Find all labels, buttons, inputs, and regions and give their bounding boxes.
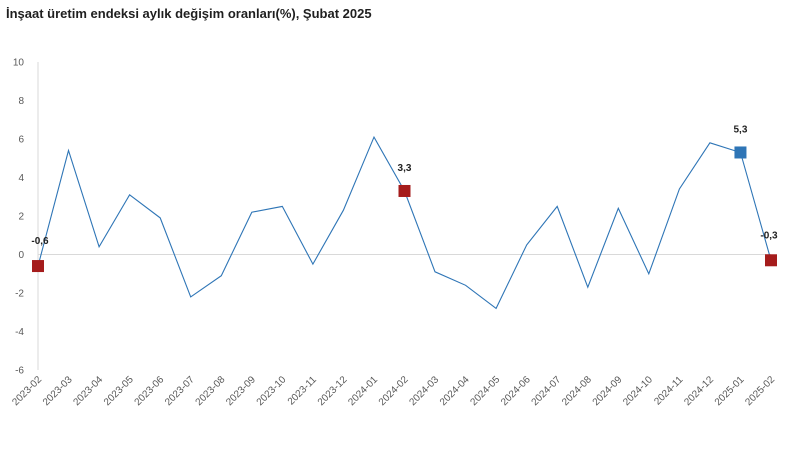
x-tick-label: 2024-11 (652, 374, 686, 408)
highlight-markers (32, 146, 777, 273)
y-tick-label: -6 (15, 366, 24, 377)
x-tick-label: 2024-12 (682, 374, 716, 408)
x-tick-label: 2023-05 (102, 374, 136, 408)
y-tick-label: -4 (15, 327, 24, 338)
chart-title: İnşaat üretim endeksi aylık değişim oran… (6, 6, 372, 21)
y-tick-label: 0 (18, 250, 24, 261)
y-tick-label: 4 (18, 173, 24, 184)
x-tick-label: 2024-08 (560, 374, 594, 408)
y-tick-label: 6 (18, 135, 24, 146)
x-tick-label: 2023-11 (286, 374, 320, 408)
highlight-marker (398, 184, 411, 197)
x-tick-label: 2024-02 (377, 374, 411, 408)
x-tick-label: 2024-04 (438, 374, 472, 408)
y-tick-labels: -6 -4 -2 0 2 4 6 8 10 (13, 58, 25, 377)
y-tick-label: 2 (18, 212, 24, 223)
highlight-marker (32, 260, 44, 273)
x-tick-label: 2023-12 (316, 374, 350, 408)
y-tick-label: 8 (18, 96, 24, 107)
x-tick-label: 2024-03 (407, 374, 441, 408)
x-tick-label: 2023-07 (163, 374, 197, 408)
y-tick-label: -2 (15, 289, 24, 300)
x-tick-label: 2023-08 (194, 374, 228, 408)
x-tick-label: 2024-06 (499, 374, 533, 408)
x-tick-label: 2023-04 (71, 374, 105, 408)
highlight-marker (765, 254, 777, 267)
x-tick-label: 2023-06 (133, 374, 167, 408)
data-label: 5,3 (734, 124, 748, 135)
x-tick-label: 2023-03 (41, 374, 75, 408)
x-tick-labels: 2023-022023-032023-042023-052023-062023-… (10, 374, 777, 408)
x-tick-label: 2024-05 (469, 374, 503, 408)
x-tick-label: 2025-01 (713, 374, 747, 408)
x-tick-label: 2023-09 (224, 374, 258, 408)
y-tick-label: 10 (13, 58, 25, 69)
x-tick-label: 2024-09 (591, 374, 625, 408)
data-labels: -0,6 3,3 5,3 -0,3 (31, 124, 778, 247)
data-label: -0,3 (760, 230, 778, 241)
x-tick-label: 2024-10 (621, 374, 655, 408)
data-label: 3,3 (398, 163, 412, 174)
axes (37, 62, 771, 370)
x-tick-label: 2024-07 (530, 374, 564, 408)
x-tick-label: 2025-02 (743, 374, 777, 408)
x-tick-label: 2023-10 (255, 374, 289, 408)
highlight-marker (734, 146, 747, 159)
x-tick-label: 2024-01 (346, 374, 380, 408)
x-tick-label: 2023-02 (10, 374, 44, 408)
data-label: -0,6 (31, 236, 49, 247)
